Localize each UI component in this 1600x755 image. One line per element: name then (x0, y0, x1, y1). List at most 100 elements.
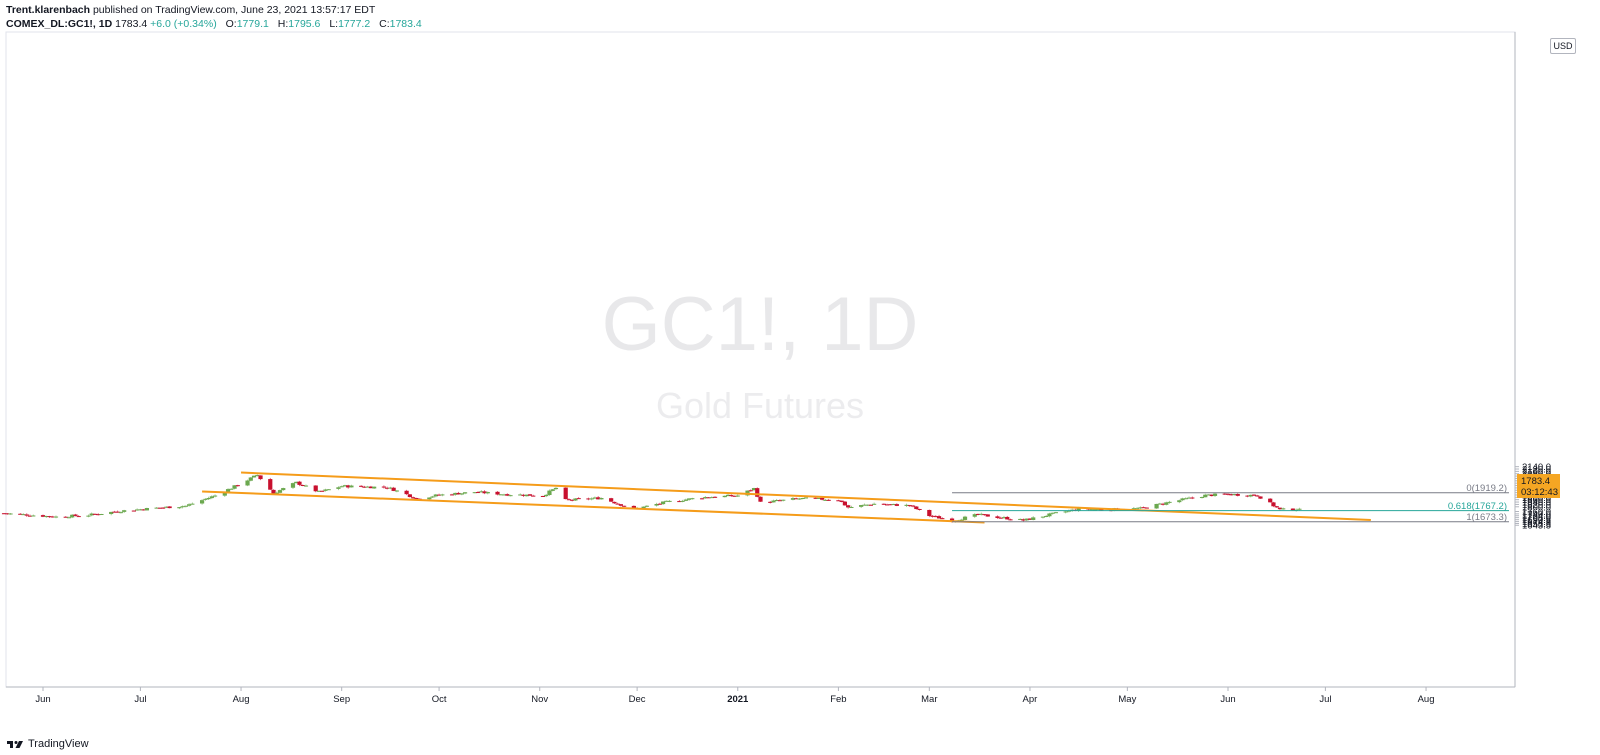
candle-body (1225, 493, 1231, 495)
candle-body (641, 506, 646, 509)
candle-body (70, 514, 75, 518)
candle-body (326, 489, 331, 491)
candle-body (774, 500, 779, 502)
price-chart[interactable]: GC1!, 1D Gold Futures 0(1919.2) 0.618(176… (0, 0, 1600, 735)
candle-body (1268, 498, 1273, 503)
candle-body (122, 510, 127, 512)
candle-body (732, 495, 737, 497)
candle-body (979, 513, 984, 515)
drawings-layer[interactable]: 0(1919.2) 0.618(1767.2)1(1673.3) (202, 471, 1509, 524)
candle-body (868, 504, 873, 506)
candle-body (336, 487, 341, 489)
candle-body (690, 498, 695, 500)
time-axis-label: Oct (432, 694, 447, 705)
candle-body (303, 485, 309, 487)
candle-body (485, 492, 490, 494)
candle-body (5, 513, 10, 515)
candle-body (1222, 493, 1227, 495)
candle-body (1154, 503, 1159, 509)
candle-body (699, 498, 705, 500)
candle-body (1063, 511, 1068, 513)
candle-body (225, 489, 231, 493)
candle-body (109, 511, 114, 515)
candle-body (1044, 515, 1049, 517)
candle-body (755, 488, 760, 497)
candle-body (596, 497, 601, 500)
price-axis-label: 2140.0 (1522, 462, 1551, 473)
candle-body (232, 485, 237, 489)
lower-channel-line[interactable] (202, 490, 985, 524)
candle-body (281, 488, 286, 491)
candle-body (50, 516, 55, 518)
candle-body (1040, 516, 1046, 518)
candle-body (368, 486, 374, 489)
candle-body (904, 504, 909, 506)
candle-body (154, 507, 159, 509)
price-axis[interactable]: 2140.02120.02100.02080.02060.02040.02020… (1514, 32, 1551, 687)
candle-body (18, 513, 23, 515)
upper-channel-line[interactable] (240, 471, 1371, 521)
candle-body (1281, 508, 1286, 510)
candle-body (453, 492, 458, 495)
candle-body (531, 495, 536, 497)
candle-body (859, 505, 864, 507)
candle-body (300, 484, 305, 486)
candle-body (933, 516, 938, 518)
candle-body (346, 485, 351, 488)
time-axis[interactable]: Jun Jul Aug Sep Oct Nov Dec 2021 Feb Mar Apr May Jun… (6, 686, 1515, 705)
price-axis-label: 1690.5 (1522, 515, 1551, 526)
candle-body (1235, 494, 1240, 496)
candle-body (975, 513, 981, 515)
price-axis-label: 2100.0 (1522, 467, 1551, 478)
price-axis-label: 1674.5 (1522, 517, 1551, 528)
candle-body (1076, 508, 1081, 511)
candle-body (1024, 518, 1029, 521)
candle-body (972, 514, 977, 517)
tradingview-logo-icon[interactable] (6, 738, 24, 750)
plot-area[interactable] (5, 31, 1516, 688)
candle-body (842, 501, 848, 506)
candle-body (1031, 517, 1036, 521)
candle-body (167, 506, 172, 509)
candle-body (959, 519, 964, 521)
candle-body (930, 515, 935, 517)
candle-body (1018, 518, 1023, 520)
candle-body (297, 481, 302, 485)
candle-body (164, 506, 169, 508)
candle-body (1053, 512, 1059, 514)
candle-body (797, 498, 802, 500)
candle-body (800, 498, 805, 500)
candle-body (1134, 508, 1140, 510)
candle-body (385, 487, 390, 489)
candle-body (508, 495, 513, 497)
author-name[interactable]: Trent.klarenbach (6, 4, 91, 16)
candle-body (381, 486, 386, 488)
candle-body (206, 498, 211, 500)
time-axis-label: Jun (35, 694, 50, 705)
last-price: 1783.4 (115, 18, 148, 30)
candle-body (1277, 507, 1283, 510)
candle-body (245, 480, 250, 486)
candle-body (1167, 501, 1172, 503)
currency-button[interactable]: USD (1550, 38, 1576, 54)
high-value: 1795.6 (288, 18, 321, 30)
candle-body (427, 497, 432, 500)
candle-body (891, 503, 896, 505)
symbol-label[interactable]: COMEX_DL:GC1!, 1D (6, 18, 113, 30)
candle-body (161, 507, 166, 509)
last-price-tag: 1783.4 03:12:43 (1517, 474, 1560, 498)
candle-body (609, 498, 614, 502)
candle-body (479, 491, 484, 493)
published-text: published on TradingView.com, June 23, 2… (92, 4, 376, 16)
candle-body (89, 513, 94, 516)
candle-body (1131, 508, 1136, 510)
candle-body (1005, 516, 1010, 520)
candle-body (131, 510, 137, 512)
candle-body (135, 509, 140, 511)
close-label: C: (379, 18, 390, 30)
price-axis-label: 1880.0 (1522, 493, 1551, 504)
tradingview-brand[interactable]: TradingView (28, 738, 89, 750)
candle-body (846, 505, 851, 508)
candle-body (521, 494, 526, 496)
candle-body (816, 497, 822, 499)
